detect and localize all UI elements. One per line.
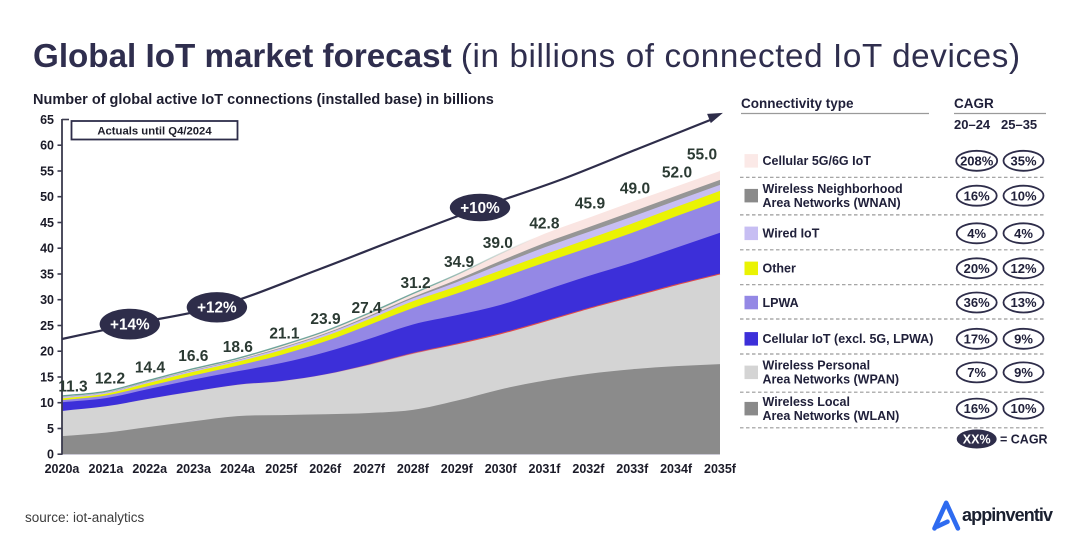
svg-text:Cellular IoT (excl. 5G, LPWA): Cellular IoT (excl. 5G, LPWA): [763, 332, 934, 346]
svg-text:2033f: 2033f: [616, 462, 649, 476]
svg-text:Area Networks (WPAN): Area Networks (WPAN): [763, 373, 900, 387]
svg-text:= CAGR: = CAGR: [1000, 433, 1048, 447]
svg-text:Other: Other: [763, 262, 796, 276]
svg-text:Actuals until Q4/2024: Actuals until Q4/2024: [97, 125, 212, 137]
svg-text:55: 55: [40, 164, 54, 178]
svg-text:39.0: 39.0: [483, 235, 513, 252]
svg-text:40: 40: [40, 242, 54, 256]
svg-text:25: 25: [40, 319, 54, 333]
svg-text:12%: 12%: [1010, 261, 1036, 276]
svg-text:27.4: 27.4: [352, 300, 383, 317]
svg-text:31.2: 31.2: [401, 275, 431, 292]
svg-text:30: 30: [40, 293, 54, 307]
svg-text:55.0: 55.0: [687, 147, 717, 164]
svg-text:Wireless Neighborhood: Wireless Neighborhood: [763, 182, 903, 196]
svg-text:Area Networks (WLAN): Area Networks (WLAN): [763, 409, 900, 423]
svg-text:Cellular 5G/6G IoT: Cellular 5G/6G IoT: [763, 154, 872, 168]
svg-text:XX%: XX%: [963, 432, 991, 446]
svg-text:16%: 16%: [964, 401, 990, 416]
svg-text:17%: 17%: [964, 331, 990, 346]
svg-text:10: 10: [40, 396, 54, 410]
svg-text:2022a: 2022a: [132, 462, 168, 476]
svg-text:4%: 4%: [967, 226, 986, 241]
svg-text:11.3: 11.3: [58, 378, 88, 395]
svg-text:52.0: 52.0: [662, 165, 692, 182]
svg-text:CAGR: CAGR: [954, 96, 994, 111]
svg-text:2032f: 2032f: [572, 462, 605, 476]
svg-text:25–35: 25–35: [1001, 117, 1037, 132]
svg-text:Wireless Personal: Wireless Personal: [763, 359, 871, 373]
svg-text:20–24: 20–24: [954, 117, 991, 132]
svg-text:20%: 20%: [964, 261, 990, 276]
svg-text:LPWA: LPWA: [763, 296, 799, 310]
svg-text:60: 60: [40, 139, 54, 153]
svg-text:2027f: 2027f: [353, 462, 386, 476]
svg-text:2021a: 2021a: [89, 462, 125, 476]
svg-text:13%: 13%: [1010, 295, 1036, 310]
svg-text:Number of global active IoT co: Number of global active IoT connections …: [33, 92, 494, 108]
svg-text:0: 0: [47, 448, 54, 462]
svg-text:21.1: 21.1: [269, 326, 300, 343]
svg-text:2023a: 2023a: [176, 462, 212, 476]
svg-text:20: 20: [40, 345, 54, 359]
svg-text:Wireless Local: Wireless Local: [763, 395, 850, 409]
svg-text:appinventiv: appinventiv: [962, 505, 1053, 525]
svg-text:10%: 10%: [1010, 188, 1036, 203]
svg-text:10%: 10%: [1010, 401, 1036, 416]
svg-text:2031f: 2031f: [529, 462, 562, 476]
svg-text:2028f: 2028f: [397, 462, 430, 476]
svg-text:2035f: 2035f: [704, 462, 737, 476]
svg-text:7%: 7%: [967, 365, 986, 380]
svg-text:5: 5: [47, 422, 54, 436]
svg-text:208%: 208%: [960, 153, 994, 168]
svg-text:2024a: 2024a: [220, 462, 256, 476]
svg-text:16.6: 16.6: [178, 348, 209, 365]
svg-text:9%: 9%: [1014, 331, 1033, 346]
svg-text:50: 50: [40, 190, 54, 204]
svg-text:Connectivity type: Connectivity type: [741, 96, 854, 111]
svg-text:source: iot-analytics: source: iot-analytics: [25, 510, 145, 525]
svg-text:36%: 36%: [964, 295, 990, 310]
svg-text:Wired IoT: Wired IoT: [763, 227, 820, 241]
svg-text:35: 35: [40, 267, 54, 281]
svg-text:2026f: 2026f: [309, 462, 342, 476]
svg-text:2020a: 2020a: [45, 462, 81, 476]
svg-text:+14%: +14%: [110, 316, 150, 333]
svg-text:18.6: 18.6: [223, 339, 254, 356]
svg-text:9%: 9%: [1014, 365, 1033, 380]
svg-text:12.2: 12.2: [95, 371, 125, 388]
svg-text:2029f: 2029f: [441, 462, 474, 476]
svg-text:15: 15: [40, 370, 54, 384]
svg-text:4%: 4%: [1014, 226, 1033, 241]
svg-text:45: 45: [40, 216, 54, 230]
svg-text:14.4: 14.4: [135, 360, 166, 377]
svg-text:2025f: 2025f: [265, 462, 298, 476]
svg-text:45.9: 45.9: [575, 196, 606, 213]
svg-text:49.0: 49.0: [620, 181, 650, 198]
svg-text:23.9: 23.9: [310, 311, 341, 328]
svg-text:65: 65: [40, 113, 54, 127]
svg-text:42.8: 42.8: [529, 216, 560, 233]
svg-text:2034f: 2034f: [660, 462, 693, 476]
svg-text:+12%: +12%: [197, 300, 237, 317]
svg-text:Global IoT market forecast (in: Global IoT market forecast (in billions …: [33, 38, 1021, 75]
svg-text:+10%: +10%: [460, 200, 500, 217]
svg-text:16%: 16%: [964, 188, 990, 203]
svg-text:34.9: 34.9: [444, 254, 475, 271]
svg-text:35%: 35%: [1010, 153, 1036, 168]
svg-text:Area Networks (WNAN): Area Networks (WNAN): [763, 196, 901, 210]
svg-text:2030f: 2030f: [485, 462, 518, 476]
